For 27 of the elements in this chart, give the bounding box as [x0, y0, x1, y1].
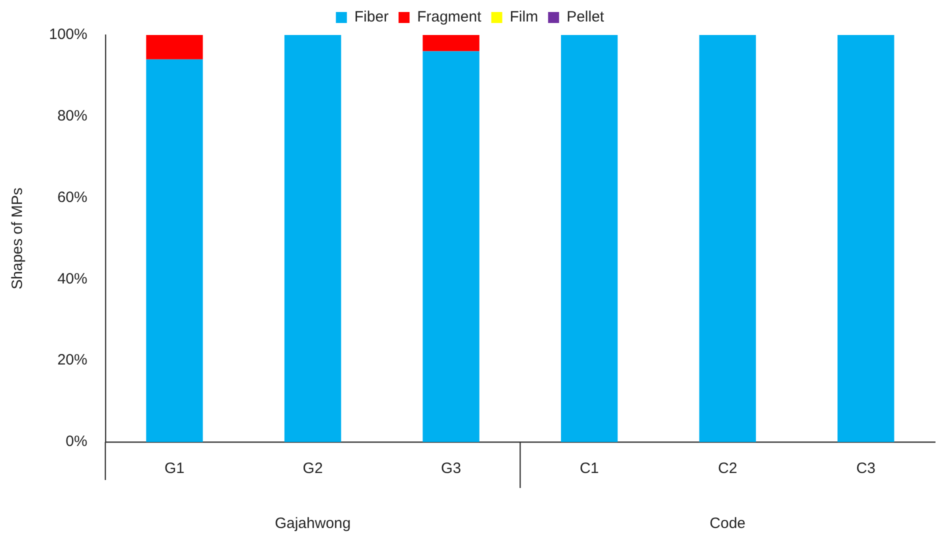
- legend-label: Pellet: [566, 8, 605, 26]
- x-tick-label: G3: [441, 460, 462, 478]
- y-tick-label: 80%: [57, 108, 88, 125]
- bar: [146, 35, 203, 60]
- legend-label: Fiber: [354, 8, 389, 26]
- bar: [422, 51, 480, 442]
- text: Gajahwong: [274, 515, 351, 532]
- legend-label: Film: [510, 8, 538, 26]
- y-tick-label: 100%: [48, 26, 88, 44]
- bar: [560, 35, 618, 442]
- legend-label: Fragment: [417, 8, 482, 26]
- y-tick-label: 40%: [57, 270, 88, 288]
- bar: [699, 35, 756, 442]
- bar: [838, 35, 894, 442]
- bar: [146, 59, 203, 442]
- x-tick-label: G2: [302, 460, 323, 478]
- y-tick-label: 0%: [66, 433, 88, 450]
- text: Code: [710, 515, 746, 532]
- x-tick-label: C1: [580, 460, 599, 478]
- y-tick-label: 20%: [57, 352, 88, 369]
- bar: [284, 35, 342, 442]
- x-tick-label: C2: [718, 460, 738, 478]
- x-tick-label: G1: [164, 460, 185, 478]
- bar: [422, 35, 480, 52]
- x-tick-label: C3: [856, 460, 876, 478]
- y-axis-title: Shapes of MPs: [9, 188, 26, 290]
- y-tick-label: 60%: [57, 188, 88, 206]
